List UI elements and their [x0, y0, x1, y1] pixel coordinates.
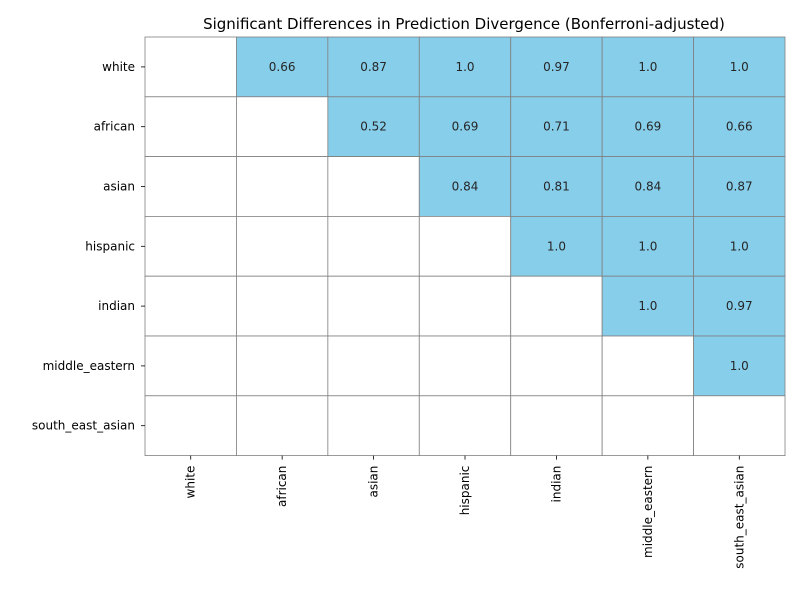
cell-value-label: 0.71 [543, 120, 570, 134]
cell-value-label: 1.0 [638, 299, 657, 313]
heatmap-cell [418, 335, 512, 397]
x-tick-label: african [275, 466, 289, 507]
x-tick-label: hispanic [458, 466, 472, 516]
y-tick-label: hispanic [85, 239, 135, 253]
heatmap-cell [601, 36, 694, 98]
x-tick-label: indian [549, 466, 563, 503]
heatmap-cell [236, 96, 329, 158]
x-axis: white african asian hispanic indian middle_ea… [184, 455, 746, 569]
y-axis: white african asian hispanic indian middle_ea… [32, 60, 145, 433]
x-tick-label: south_east_asian [732, 466, 746, 569]
cell-value-label: 0.66 [726, 120, 753, 134]
heatmap-cell [144, 215, 237, 277]
cell-value-label: 1.0 [547, 239, 566, 253]
y-tick-label: white [102, 60, 135, 74]
cell-value-label: 1.0 [730, 359, 749, 373]
y-tick-label: south_east_asian [32, 419, 135, 433]
heatmap-cell [601, 395, 694, 456]
cell-value-label: 0.87 [726, 180, 753, 194]
heatmap-cell [418, 156, 512, 217]
heatmap-cell [327, 215, 420, 277]
heatmap-cell [601, 335, 694, 397]
cell-value-label: 0.69 [635, 120, 662, 134]
heatmap-cell [693, 395, 786, 456]
heatmap-cell [510, 215, 603, 277]
x-tick-label: asian [367, 466, 381, 498]
heatmap-cell [144, 335, 237, 397]
heatmap-cell [693, 215, 786, 277]
cell-value-label: 0.66 [269, 60, 296, 74]
cell-value-label: 0.81 [543, 180, 570, 194]
heatmap-cell [418, 215, 512, 277]
heatmap-cell [510, 275, 603, 337]
heatmap-cell [693, 156, 786, 217]
y-tick-label: middle_eastern [43, 359, 135, 373]
cell-value-label: 1.0 [638, 60, 657, 74]
heatmap-cell [327, 275, 420, 337]
heatmap-cell [144, 395, 237, 456]
heatmap-cell [327, 395, 420, 456]
heatmap-cell [601, 156, 694, 217]
y-tick-label: african [94, 120, 135, 134]
heatmap-cell [418, 395, 512, 456]
heatmap-cell [327, 335, 420, 397]
heatmap-cell [693, 275, 786, 337]
heatmap-cell [236, 395, 329, 456]
heatmap-cell [693, 96, 786, 158]
heatmap-cell [144, 36, 237, 98]
chart-title: Significant Differences in Prediction Di… [203, 15, 725, 33]
heatmap-cell [327, 36, 420, 98]
heatmap-cell [601, 215, 694, 277]
heatmap-cell [236, 36, 329, 98]
heatmap-cell [601, 275, 694, 337]
heatmap-cell [236, 156, 329, 217]
cell-value-label: 0.84 [452, 180, 479, 194]
heatmap-cell [693, 36, 786, 98]
heatmap-cells [144, 36, 786, 456]
cell-value-label: 0.97 [543, 60, 570, 74]
heatmap-cell [236, 215, 329, 277]
heatmap-cell [510, 335, 603, 397]
cell-value-label: 0.69 [452, 120, 479, 134]
heatmap-cell [144, 96, 237, 158]
cell-value-label: 1.0 [455, 60, 474, 74]
cell-value-label: 0.84 [635, 180, 662, 194]
heatmap-cell [510, 156, 603, 217]
heatmap-cell [601, 96, 694, 158]
heatmap-cell [327, 156, 420, 217]
heatmap-cell [236, 275, 329, 337]
cell-value-label: 0.52 [360, 120, 387, 134]
cell-value-label: 1.0 [730, 60, 749, 74]
cell-value-label: 1.0 [730, 239, 749, 253]
heatmap-cell [144, 156, 237, 217]
heatmap-cell [510, 395, 603, 456]
cell-value-label: 0.87 [360, 60, 387, 74]
y-tick-label: asian [103, 180, 135, 194]
heatmap-cell [418, 96, 512, 158]
heatmap-cell [418, 36, 512, 98]
heatmap-cell [418, 275, 512, 337]
cell-value-label: 1.0 [638, 239, 657, 253]
cell-value-label: 0.97 [726, 299, 753, 313]
x-tick-label: white [184, 466, 198, 499]
heatmap-cell [693, 335, 786, 397]
heatmap-cell [510, 36, 603, 98]
heatmap-cell [236, 335, 329, 397]
heatmap-cell-labels: 0.66 0.87 1.0 0.97 1.0 1.0 0.52 0.69 0.71 0.69 0.6… [269, 60, 753, 373]
x-tick-label: middle_eastern [641, 466, 655, 558]
heatmap-cell [144, 275, 237, 337]
y-tick-label: indian [98, 299, 135, 313]
